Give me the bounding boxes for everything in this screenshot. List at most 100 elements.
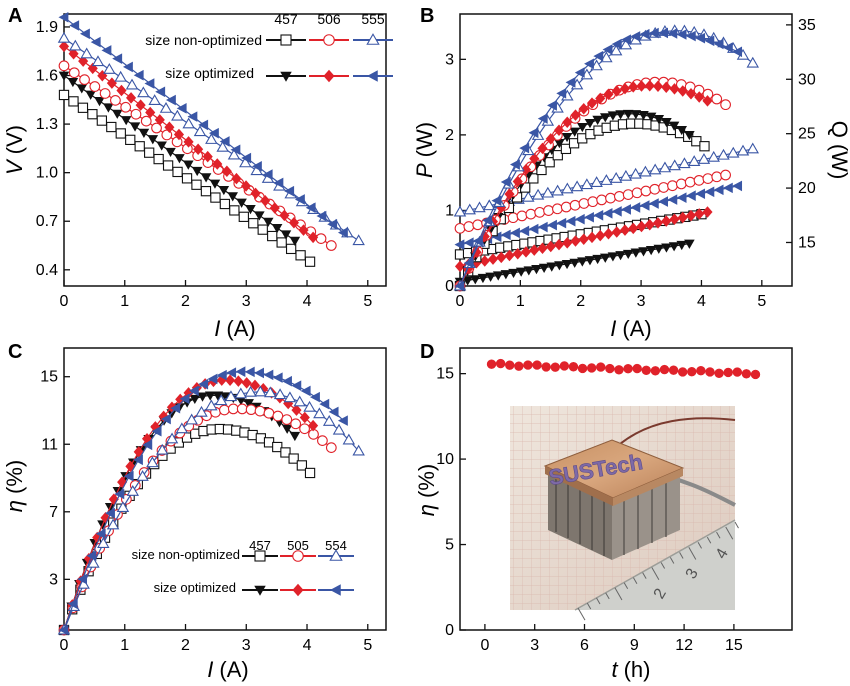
series-a-0-point-18 — [229, 205, 240, 216]
heat-series-5-point-20 — [639, 200, 650, 211]
heat-series-4-point-16 — [609, 171, 623, 183]
legend-label-non-optimized: size non-optimized — [145, 32, 262, 48]
series-c-5-point-1 — [67, 598, 78, 610]
series-a-5-point-14 — [208, 127, 219, 139]
ruler-tick-8 — [651, 567, 660, 580]
series-c-4-point-4 — [97, 537, 110, 548]
heat-series-3-point-22 — [636, 220, 647, 233]
series-a-2-point-25 — [315, 233, 327, 244]
ruler-tick-9 — [660, 562, 666, 569]
series-d-0-point-25 — [714, 368, 724, 379]
heat-series-2-point-1 — [463, 221, 475, 232]
ruler-tick-14 — [706, 536, 712, 544]
power-series-1-point-19 — [599, 113, 611, 123]
legend-number-505: 505 — [287, 538, 309, 553]
heat-series-5-point-5 — [500, 229, 511, 241]
power-series-3-point-21 — [628, 81, 639, 93]
ticks-a: 0 1 2 3 4 5 0.4 0.7 1.0 1.3 1.6 1.9 — [36, 19, 373, 310]
heat-series-1-point-7 — [508, 268, 519, 279]
power-series-1-point-22 — [622, 109, 634, 120]
power-series-3-point-30 — [702, 95, 713, 107]
x-tick-label-4: 4 — [303, 637, 312, 654]
ticks-d: 0 3 6 9 12 15 0 5 10 15 — [436, 366, 743, 654]
power-series-5-point-8 — [528, 127, 539, 139]
heat-series-1-point-15 — [569, 258, 580, 268]
power-series-5-point-2 — [472, 235, 483, 247]
x-tick-label-3: 3 — [637, 293, 646, 310]
legend-marker-0 — [280, 34, 292, 46]
series-c-5-point-19 — [235, 366, 246, 377]
y-tick-label-7: 7 — [49, 504, 58, 521]
series-c-2-point-30 — [325, 442, 337, 454]
power-series-5-point-27 — [704, 35, 715, 47]
heat-series-1-point-27 — [661, 243, 672, 253]
ruler-tick-1 — [586, 602, 592, 610]
heat-series-3-point-16 — [586, 231, 598, 244]
series-a-5-point-21 — [284, 185, 295, 197]
series-c-5-point-15 — [198, 378, 209, 390]
x-tick-label-3: 3 — [242, 637, 251, 654]
power-series-5-point-5 — [500, 176, 511, 188]
series-c-1-point-20 — [212, 391, 224, 401]
power-series-5-point-28 — [713, 38, 724, 50]
series-c-0-point-30 — [304, 467, 316, 479]
series-a-5-point-18 — [251, 161, 262, 172]
heat-series-5-point-16 — [602, 208, 613, 219]
panel-d: D 0 3 6 9 12 15 0 5 10 15 — [414, 341, 793, 682]
series-a-5-point-22 — [294, 194, 305, 205]
series-a-5-point-11 — [176, 103, 187, 114]
series-a-3-point-7 — [126, 92, 137, 104]
series-c-3-point-30 — [308, 419, 319, 432]
series-a-4-point-10 — [171, 109, 184, 121]
series-a-4-point-15 — [227, 148, 241, 160]
series-a-5-point-16 — [230, 144, 241, 156]
series-a-3-point-23 — [279, 209, 290, 222]
heat-series-3-point-24 — [652, 217, 664, 229]
power-series-4-point-16 — [609, 44, 623, 56]
heat-series-1-point-16 — [577, 257, 588, 267]
series-c-2-point-24 — [272, 410, 284, 422]
series-a-0-point-23 — [276, 237, 287, 248]
legend-marker-3 — [323, 69, 335, 83]
heat-series-1-point-8 — [515, 267, 527, 277]
series-a-1-point-20 — [236, 198, 247, 208]
series-c-5-point-21 — [254, 367, 265, 379]
power-series-3-point-10 — [537, 142, 548, 155]
series-c-1-point-18 — [197, 392, 208, 402]
series-a-5-point-19 — [262, 169, 273, 180]
series-a-1-point-8 — [129, 122, 141, 132]
heat-series-4-point-18 — [629, 167, 642, 179]
series-c-5-point-17 — [216, 369, 227, 381]
heat-series-3-point-15 — [578, 233, 589, 245]
series-c-1-point-21 — [220, 392, 231, 402]
heat-series-3-point-25 — [661, 215, 672, 227]
series-a-0-point-25 — [295, 250, 306, 261]
series-a-4-point-9 — [159, 101, 173, 113]
series-a-0-point-7 — [125, 134, 136, 145]
heat-series-3-point-21 — [628, 222, 639, 235]
heat-series-2-point-16 — [596, 194, 608, 206]
series-a-0-point-1 — [68, 96, 79, 107]
y-tick-label-3: 3 — [445, 51, 454, 68]
plot-frame-b — [459, 13, 793, 287]
y-tick-label-1.6: 1.6 — [36, 68, 58, 85]
heat-series-3-point-8 — [520, 246, 532, 258]
series-d-0-point-4 — [523, 360, 533, 370]
series-c-5-point-20 — [244, 366, 255, 378]
power-series-5-point-21 — [648, 27, 659, 39]
heat-series-2-point-15 — [587, 196, 599, 208]
series-d-0-point-19 — [659, 364, 670, 375]
series-a-1-point-13 — [174, 154, 185, 164]
heat-series-1-point-26 — [653, 244, 665, 254]
series-a-1-point-10 — [147, 135, 159, 145]
series-a-3-point-14 — [193, 143, 204, 156]
power-series-3-point-15 — [578, 102, 589, 115]
legend-c-marker-2 — [292, 550, 304, 562]
module-legs-side — [623, 478, 667, 555]
heat-series-2-point-18 — [613, 190, 625, 202]
heat-series-4-point-3 — [483, 199, 496, 211]
series-a-0-point-5 — [106, 121, 117, 133]
heat-series-3-point-28 — [685, 209, 697, 222]
power-series-1-point-30 — [684, 130, 695, 141]
